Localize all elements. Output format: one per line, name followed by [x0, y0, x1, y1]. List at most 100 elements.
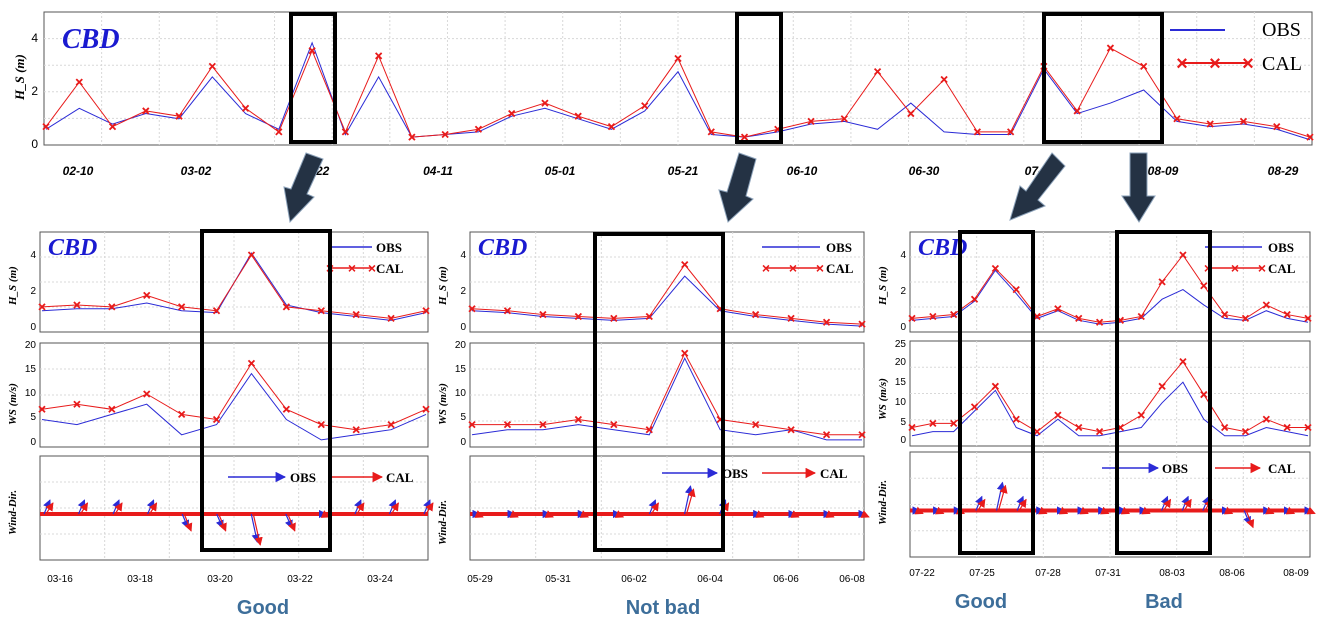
- top-cal-marker: [807, 117, 815, 126]
- ws-cal-marker: [950, 419, 958, 428]
- ws-cal-marker-stroke: [317, 420, 325, 429]
- top-cal-marker: [940, 75, 948, 84]
- dir-cal-arrow: [650, 502, 659, 515]
- hs-cal-marker: [1283, 310, 1291, 319]
- dir-cal-arrow: [183, 513, 193, 532]
- hs-cal-marker: [177, 303, 186, 311]
- highlight-box-1: [289, 12, 337, 144]
- ws-cal-marker: [422, 405, 430, 413]
- ws-cal-marker: [929, 419, 937, 428]
- hs-tick: 4: [460, 250, 466, 261]
- legend-obs-label: OBS: [826, 240, 852, 255]
- ws-cal-marker: [1241, 428, 1250, 436]
- hs-cal-marker: [108, 303, 116, 311]
- top-series: [42, 41, 1314, 141]
- dir-legend-obs-label: OBS: [1162, 461, 1188, 476]
- hs-cal-line: [41, 254, 427, 319]
- zoom-arrow-3: [1009, 152, 1066, 221]
- ws-cal-marker-stroke: [929, 419, 937, 428]
- hs-cal-marker-stroke: [352, 310, 360, 319]
- sub-panel-2-ws-ticks: 0 5 10 15 20: [455, 340, 467, 448]
- ws-cal-marker: [1095, 428, 1104, 436]
- ws-cal-marker: [858, 431, 866, 439]
- ws-cal-marker: [645, 426, 653, 434]
- top-cal-marker: [42, 123, 50, 131]
- hs-tick: 2: [900, 286, 906, 297]
- ws-cal-marker-stroke: [574, 415, 583, 424]
- dir-legend-obs-label: OBS: [290, 470, 316, 485]
- ws-cal-marker: [143, 390, 151, 398]
- top-cal-marker-stroke: [474, 125, 483, 133]
- top-cal-marker-stroke: [508, 109, 516, 118]
- sub-panel-2-hs-axis-label: H_S (m): [437, 266, 449, 306]
- top-station-label: CBD: [62, 24, 120, 55]
- ws-cal-line: [41, 362, 427, 431]
- dir-cal-arrow: [1018, 498, 1027, 511]
- top-cal-marker: [75, 78, 83, 86]
- ws-cal-marker: [503, 420, 512, 429]
- ws-cal-marker-stroke: [1075, 423, 1083, 432]
- hs-cal-marker: [645, 312, 653, 321]
- dir-cal-arrow: [474, 510, 484, 518]
- ws-cal-marker: [1054, 411, 1062, 419]
- top-cal-marker: [374, 52, 383, 60]
- ws-cal-marker: [282, 405, 291, 413]
- ws-cal-marker-stroke: [1283, 423, 1291, 432]
- highlight-box-3: [1042, 12, 1164, 144]
- hs-cal-marker: [539, 310, 547, 319]
- ws-cal-marker-stroke: [1262, 415, 1270, 423]
- dir-legend-obs-label: OBS: [722, 466, 748, 481]
- hs-cal-marker-stroke: [468, 305, 476, 313]
- ws-cal-marker: [822, 431, 831, 439]
- ws-cal-marker-stroke: [1095, 428, 1104, 436]
- top-cal-marker: [408, 133, 416, 141]
- ws-tick: 20: [455, 340, 467, 351]
- hs-cal-marker: [681, 261, 689, 269]
- hs-cal-marker: [950, 310, 958, 319]
- sub-panel-3-hs-ticks: 0 2 4: [900, 250, 906, 333]
- x-tick: 03-20: [207, 574, 233, 585]
- top-cal-marker-stroke: [42, 123, 50, 131]
- x-tick: 08-06: [1219, 568, 1245, 579]
- ws-cal-marker-stroke: [38, 405, 46, 413]
- ws-obs-line: [41, 372, 427, 441]
- hs-cal-marker: [352, 310, 360, 319]
- ws-cal-marker: [352, 426, 360, 434]
- sub-panel-1-ws-axis-label: WS (m/s): [7, 383, 19, 425]
- top-cal-marker-stroke: [674, 54, 682, 63]
- x-tick: 07-25: [969, 568, 995, 579]
- hs-tick: 0: [900, 322, 906, 333]
- ws-cal-marker: [1200, 390, 1208, 399]
- hs-cal-marker-stroke: [970, 295, 979, 303]
- top-legend: OBS × × × CAL: [1170, 19, 1302, 75]
- ws-cal-marker: [787, 426, 795, 434]
- top-cal-marker-stroke: [1239, 117, 1248, 126]
- hs-cal-marker-stroke: [991, 264, 1000, 273]
- hs-cal-marker: [610, 314, 618, 323]
- x-tick: 06-04: [697, 574, 723, 585]
- sub-panel-2: CBD H_S (m) WS (m/s) Wind-Dir. 0 2 4 0 5…: [437, 232, 865, 619]
- ws-cal-marker: [468, 420, 476, 429]
- x-tick: 03-24: [367, 574, 393, 585]
- top-x-tick: 02-10: [63, 164, 94, 178]
- hs-cal-marker: [468, 305, 476, 313]
- dir-cal-arrow: [544, 510, 554, 518]
- top-legend-cal-label: CAL: [1262, 53, 1302, 75]
- top-cal-marker-stroke: [1140, 62, 1148, 71]
- ws-cal-marker-stroke: [387, 420, 395, 429]
- x-tick: 05-31: [545, 574, 571, 585]
- x-tick: 07-28: [1035, 568, 1061, 579]
- hs-cal-marker: [1200, 282, 1208, 290]
- hs-obs-line: [471, 275, 863, 327]
- ws-cal-marker: [681, 349, 689, 357]
- top-cal-marker-stroke: [1306, 133, 1314, 141]
- highlight-box-2: [735, 12, 783, 144]
- hs-cal-marker: [422, 307, 430, 315]
- ws-cal-marker: [247, 359, 256, 368]
- ws-cal-marker: [387, 420, 395, 429]
- dir-cal-arrow: [1162, 498, 1172, 511]
- top-cal-marker-stroke: [907, 109, 915, 118]
- hs-cal-marker: [387, 314, 395, 323]
- top-cal-marker: [1273, 123, 1281, 131]
